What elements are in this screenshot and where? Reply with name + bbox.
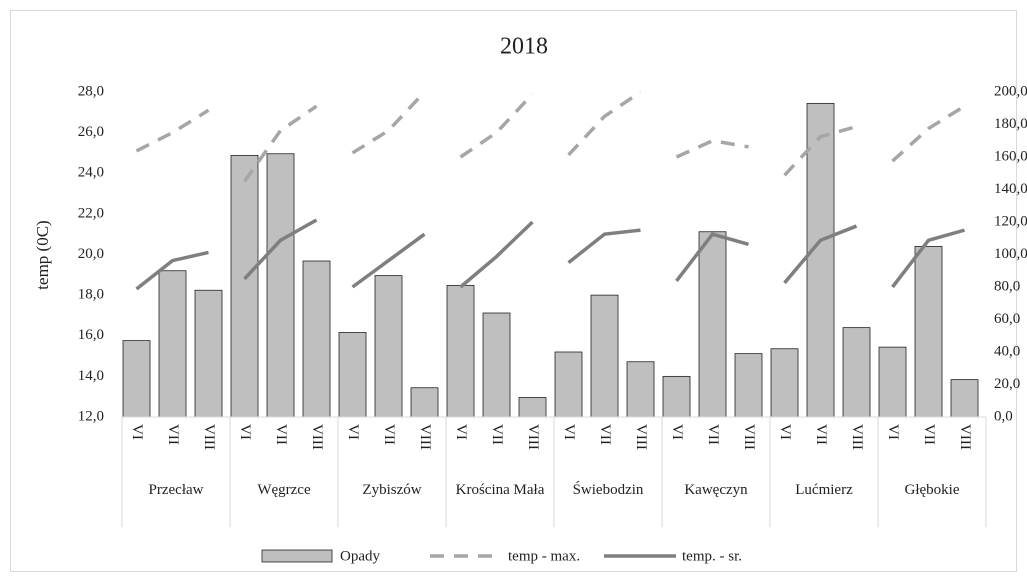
- line-segment: [567, 228, 641, 264]
- bar: [266, 153, 295, 418]
- bar: [914, 245, 943, 418]
- y2-tick-label: 120,0: [994, 213, 1027, 229]
- group-label: Przecław: [148, 482, 204, 498]
- bar: [158, 270, 187, 418]
- x-tick-label: VII: [273, 424, 289, 445]
- group-label: Zybiszów: [362, 482, 422, 498]
- bar: [302, 260, 331, 418]
- x-tick-label: VIII: [525, 424, 541, 450]
- line-segment: [567, 90, 642, 157]
- x-tick-label: VII: [921, 424, 937, 445]
- y-tick-label: 24,0: [78, 165, 104, 181]
- y2-tick-label: 40,0: [994, 343, 1020, 359]
- y2-tick-label: 140,0: [994, 181, 1027, 197]
- y2-tick-label: 20,0: [994, 376, 1020, 392]
- bar: [554, 351, 583, 418]
- bar: [122, 340, 151, 418]
- bar: [878, 346, 907, 418]
- chart-title: 2018: [500, 34, 548, 60]
- x-tick-label: VI: [345, 424, 361, 440]
- y2-tick-label: 180,0: [994, 116, 1027, 132]
- y2-tick-label: 80,0: [994, 278, 1020, 294]
- bar: [734, 353, 763, 418]
- line-segment: [783, 224, 858, 285]
- group-label: Głębokie: [904, 482, 960, 498]
- bar: [518, 397, 547, 418]
- x-tick-label: VII: [165, 424, 181, 445]
- x-tick-label: VIII: [741, 424, 757, 450]
- line-segment: [243, 218, 318, 281]
- x-tick-label: VIII: [417, 424, 433, 450]
- x-tick-label: VII: [381, 424, 397, 445]
- bar: [950, 379, 979, 418]
- line-segment: [891, 104, 966, 163]
- x-tick-label: VIII: [849, 424, 865, 450]
- y-tick-label: 26,0: [78, 124, 104, 140]
- legend-label: temp. - sr.: [682, 548, 742, 564]
- bar: [806, 102, 835, 418]
- y2-tick-label: 0,0: [994, 408, 1013, 424]
- group-label: Lućmierz: [795, 482, 853, 498]
- x-tick-label: VI: [777, 424, 793, 440]
- bar: [626, 361, 655, 418]
- x-tick-label: VIII: [957, 424, 973, 450]
- bar: [194, 289, 223, 418]
- bar: [590, 294, 619, 418]
- y-axis-label: temp (0C): [33, 220, 52, 289]
- bar: [374, 275, 403, 418]
- y-tick-label: 20,0: [78, 246, 104, 262]
- x-tick-label: VII: [489, 424, 505, 445]
- y-tick-label: 28,0: [78, 83, 104, 99]
- x-tick-label: VI: [561, 424, 577, 440]
- line-segment: [891, 228, 965, 289]
- x-tick-label: VII: [705, 424, 721, 445]
- bar: [698, 231, 727, 418]
- bar: [410, 387, 439, 418]
- y-tick-label: 16,0: [78, 327, 104, 343]
- bar: [842, 327, 871, 418]
- line-segment: [135, 250, 209, 291]
- group-label: Kawęczyn: [684, 482, 748, 498]
- x-tick-label: VI: [885, 424, 901, 440]
- line-segment: [135, 108, 210, 153]
- y2-tick-label: 60,0: [994, 311, 1020, 327]
- x-tick-label: VIII: [201, 424, 217, 450]
- legend-label: temp - max.: [508, 548, 580, 564]
- y2-tick-label: 160,0: [994, 148, 1027, 164]
- y-tick-label: 22,0: [78, 205, 104, 221]
- line-segment: [675, 232, 749, 282]
- y-tick-label: 12,0: [78, 408, 104, 424]
- group-label: Krościna Mała: [455, 482, 545, 498]
- line-segment: [783, 124, 857, 177]
- x-tick-label: VI: [129, 424, 145, 440]
- line-segment: [459, 220, 534, 289]
- y2-tick-label: 200,0: [994, 83, 1027, 99]
- x-tick-label: VIII: [633, 424, 649, 450]
- line-segment: [675, 138, 749, 159]
- y-tick-label: 18,0: [78, 287, 104, 303]
- legend-label: Opady: [340, 548, 380, 564]
- bar: [770, 348, 799, 418]
- x-tick-label: VI: [669, 424, 685, 440]
- line-segment: [351, 232, 426, 289]
- bar: [446, 284, 475, 418]
- x-tick-label: VI: [237, 424, 253, 440]
- x-tick-label: VI: [453, 424, 469, 440]
- y-tick-label: 14,0: [78, 368, 104, 384]
- bar: [482, 312, 511, 418]
- y2-tick-label: 100,0: [994, 246, 1027, 262]
- bar: [230, 154, 259, 418]
- group-label: Węgrzce: [257, 482, 311, 498]
- line-segment: [351, 90, 426, 155]
- group-label: Świebodzin: [572, 482, 644, 498]
- x-tick-label: VII: [813, 424, 829, 445]
- legend-swatch: [261, 549, 333, 563]
- bar: [662, 375, 691, 418]
- bar: [338, 332, 367, 418]
- line-segment: [459, 92, 534, 159]
- x-tick-label: VII: [597, 424, 613, 445]
- x-tick-label: VIII: [309, 424, 325, 450]
